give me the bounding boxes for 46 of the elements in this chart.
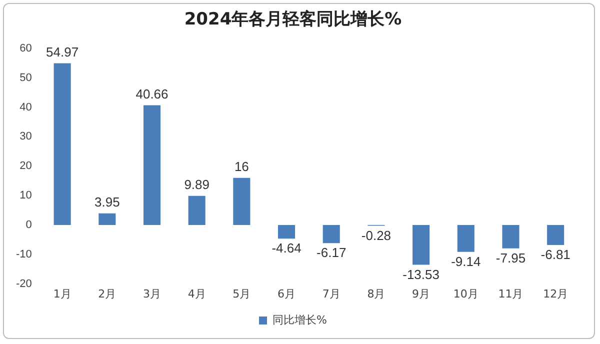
x-tick-label: 6月 (278, 287, 296, 300)
bar (412, 224, 430, 265)
x-tick-label: 9月 (412, 287, 430, 300)
bar (54, 63, 71, 225)
y-tick-label: -20 (16, 278, 32, 290)
y-tick-label: 10 (20, 190, 32, 202)
x-tick-label: 3月 (143, 287, 162, 300)
y-tick-label: -10 (16, 248, 32, 260)
chart-title: 2024年各月轻客同比增长% (184, 10, 402, 30)
bar (188, 196, 206, 225)
x-tick-label: 10月 (453, 287, 478, 300)
bar (278, 224, 296, 239)
x-tick-label: 8月 (367, 287, 386, 300)
x-tick-label: 12月 (543, 287, 568, 300)
data-label: -0.28 (361, 228, 392, 243)
data-label: -13.53 (402, 266, 440, 282)
y-tick-label: 30 (20, 130, 32, 143)
data-label: -7.95 (496, 250, 526, 266)
y-tick-label: 50 (20, 72, 32, 84)
y-tick-label: 20 (20, 160, 32, 172)
bar (98, 213, 116, 225)
x-tick-label: 1月 (53, 287, 72, 300)
x-tick-label: 4月 (188, 287, 206, 300)
data-label: -9.14 (451, 254, 481, 269)
data-label: 54.97 (46, 44, 79, 60)
bar (457, 224, 474, 252)
data-label: 16 (234, 158, 249, 174)
x-tick-label: 2月 (98, 287, 116, 300)
data-label: 3.95 (94, 194, 120, 210)
bar (322, 224, 340, 244)
x-tick-label: 11月 (498, 287, 524, 300)
data-label: -6.81 (540, 247, 570, 262)
bar (502, 224, 520, 248)
data-label: 9.89 (184, 176, 210, 192)
legend-label: 同比增长% (272, 313, 327, 326)
y-tick-label: 0 (26, 218, 32, 231)
data-label: -6.17 (316, 245, 346, 260)
y-tick-label: 60 (20, 42, 32, 54)
bar (547, 224, 564, 245)
data-label: 40.66 (136, 86, 168, 102)
bar (233, 178, 250, 225)
x-tick-label: 7月 (322, 287, 340, 300)
bar (143, 105, 161, 225)
data-label: -4.64 (272, 240, 302, 256)
y-tick-label: 40 (20, 101, 32, 114)
x-tick-label: 5月 (232, 287, 251, 300)
